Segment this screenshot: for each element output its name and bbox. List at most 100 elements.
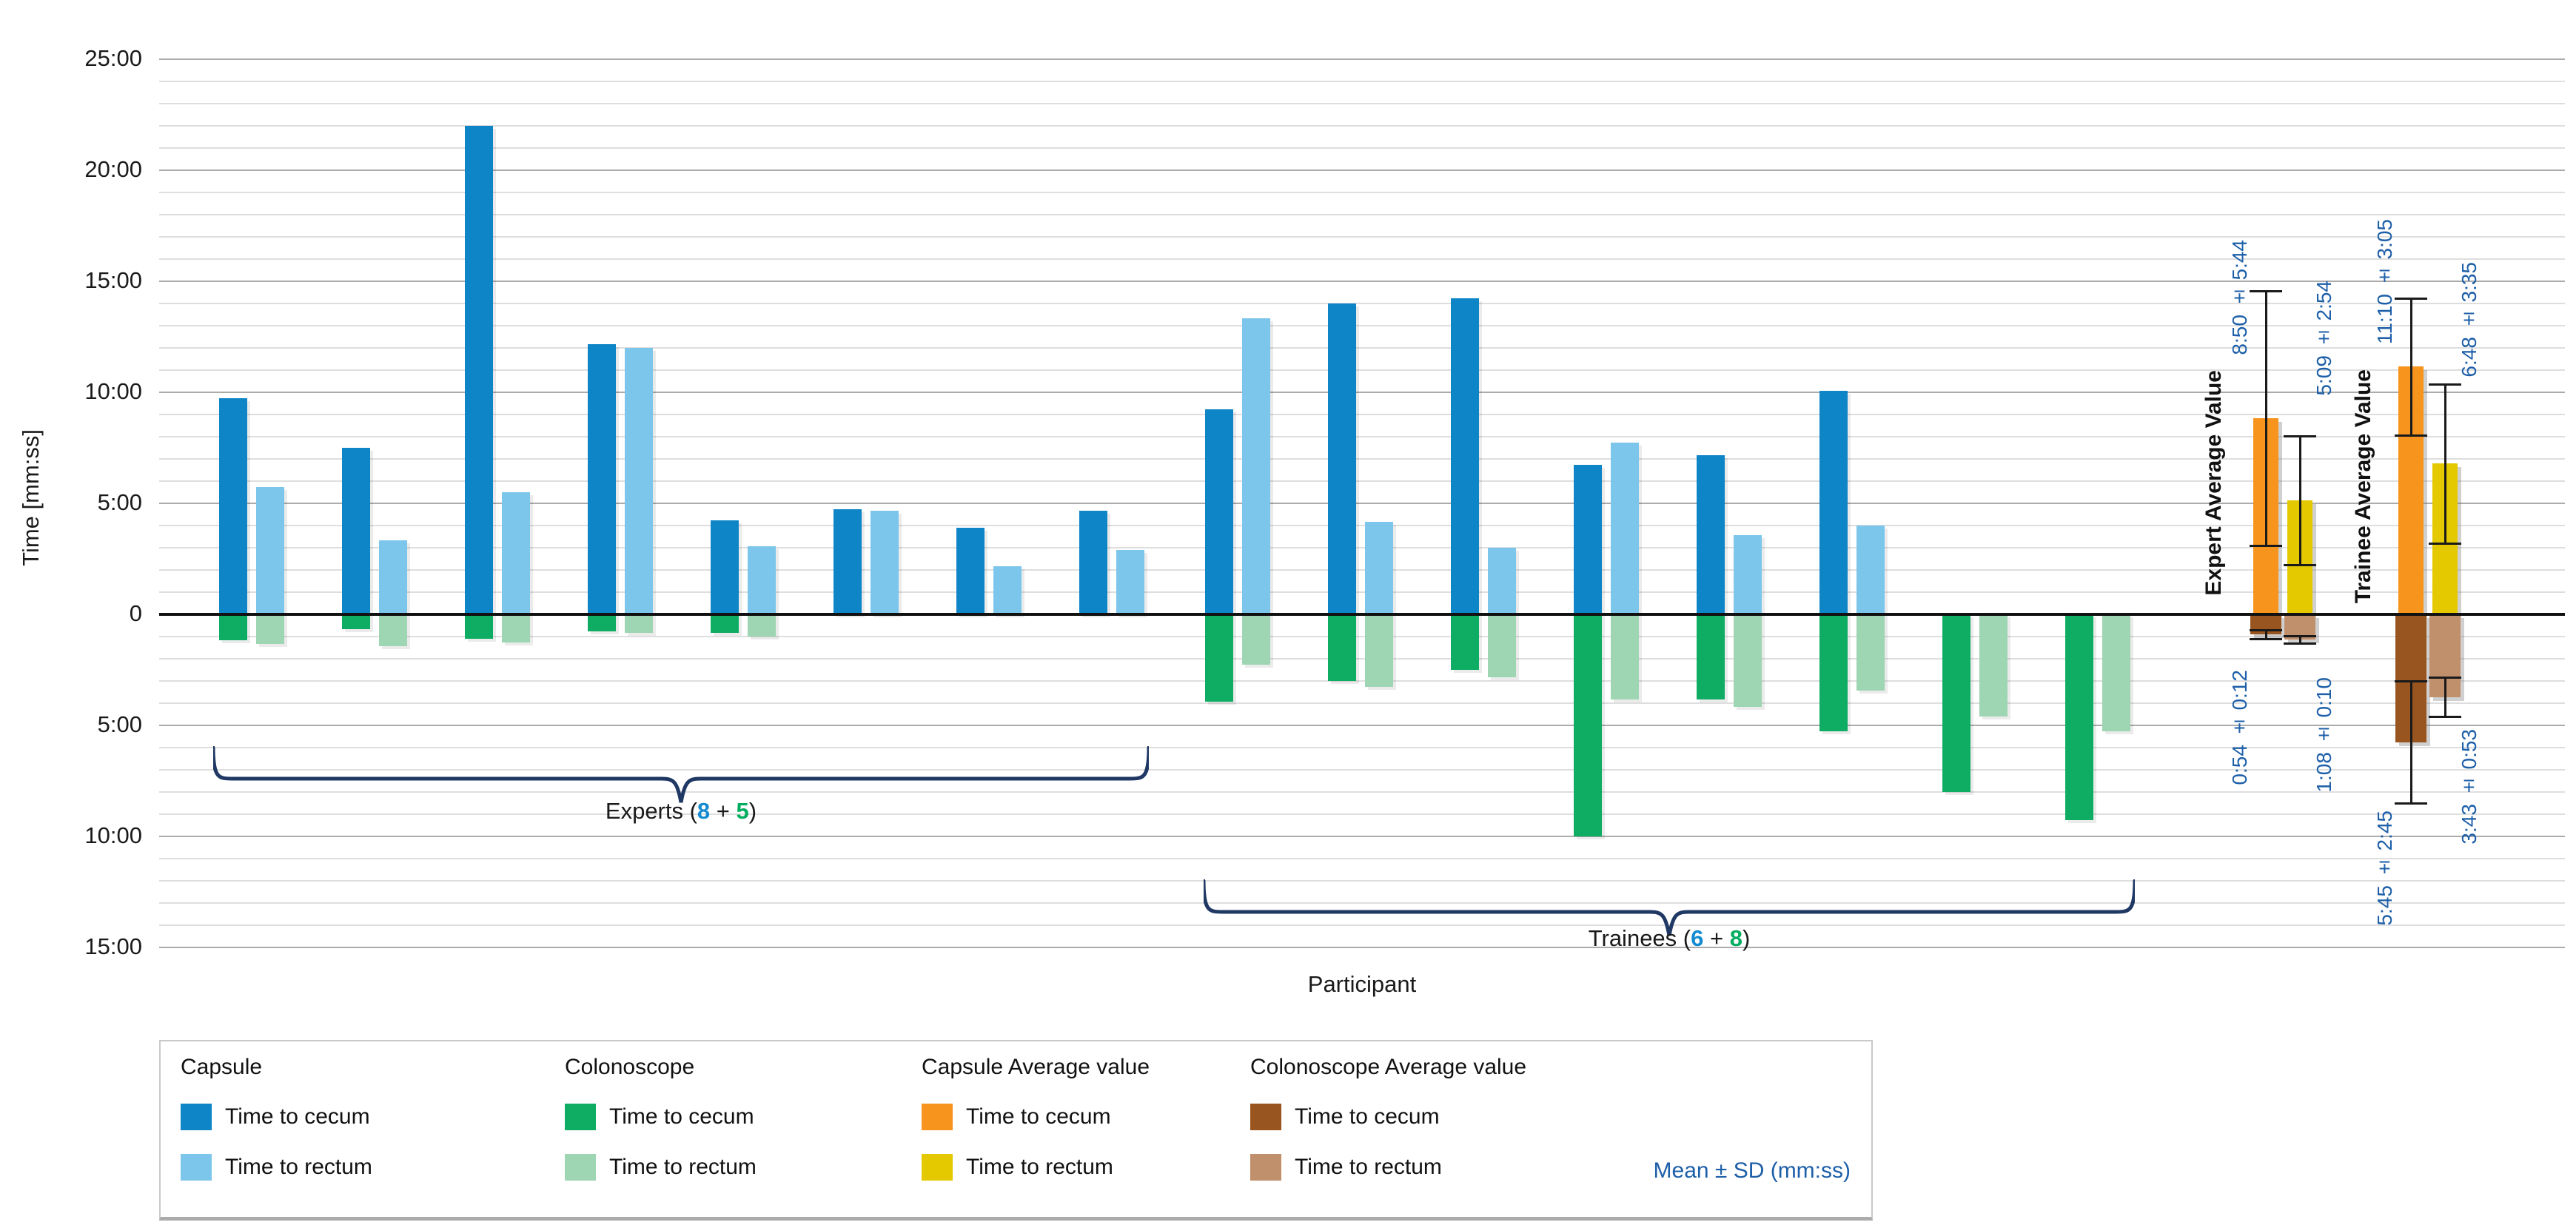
gridline-10min xyxy=(159,392,2565,393)
gridline-7min xyxy=(159,458,2565,460)
bar-capsule-rectum-trainees-3 xyxy=(1488,548,1516,614)
legend-label-colonoscope_avg_cecum: Time to cecum xyxy=(1295,1104,1440,1129)
avg-whisker-trainee-colonoscope_cecum-cap-bottom xyxy=(2395,802,2427,805)
gridline--3min xyxy=(159,680,2565,682)
bar-colonoscope-cecum-trainees-3 xyxy=(1451,614,1479,670)
avg-whisker-expert-colonoscope_cecum-cap-bottom xyxy=(2250,638,2282,640)
gridline-22min xyxy=(159,125,2565,127)
bar-colonoscope-cecum-trainees-4 xyxy=(1574,614,1602,836)
gridline-23min xyxy=(159,103,2565,104)
avg-whisker-expert-capsule_rectum-cap-bottom xyxy=(2284,563,2316,566)
avg-annotation-expert-colonoscope_cecum: 0:54 ± 0:12 xyxy=(2228,670,2251,785)
avg-whisker-expert-capsule_rectum-line xyxy=(2299,435,2301,565)
avg-annotation-trainee-capsule_rectum: 6:48 ± 3:35 xyxy=(2458,262,2481,377)
avg-whisker-trainee-capsule_cecum-line xyxy=(2410,298,2412,435)
gridline-19min xyxy=(159,192,2565,193)
bar-capsule-cecum-trainees-3 xyxy=(1451,298,1479,614)
legend-swatch-colonoscope_avg_cecum xyxy=(1250,1104,1281,1130)
avg-title-expert: Expert Average Value xyxy=(2201,370,2226,596)
bar-capsule-cecum-trainees-6 xyxy=(1819,390,1848,614)
bar-colonoscope-rectum-trainees-5 xyxy=(1734,614,1762,707)
legend-swatch-capsule_avg_cecum xyxy=(922,1104,953,1130)
bar-capsule-rectum-trainees-5 xyxy=(1734,534,1762,614)
gridline-9min xyxy=(159,414,2565,415)
gridline-16min xyxy=(159,258,2565,260)
legend-label-capsule_cecum: Time to cecum xyxy=(225,1104,370,1129)
gridline-13min xyxy=(159,325,2565,326)
bar-colonoscope-rectum-trainees-2 xyxy=(1365,614,1393,687)
y-tick-label: 0 xyxy=(129,600,142,626)
legend-note-mean-sd: Mean ± SD (mm:ss) xyxy=(1653,1158,1851,1183)
y-tick-label: 15:00 xyxy=(84,933,142,959)
bar-capsule-rectum-experts-6 xyxy=(871,511,899,614)
bar-capsule-cecum-experts-5 xyxy=(711,520,739,614)
avg-whisker-trainee-capsule_cecum-cap-top xyxy=(2395,297,2427,300)
gridline-6min xyxy=(159,480,2565,482)
gridline-3min xyxy=(159,547,2565,548)
gridline--14min xyxy=(159,924,2565,926)
bar-colonoscope-cecum-trainees-5 xyxy=(1697,614,1725,699)
bar-colonoscope-cecum-experts-4 xyxy=(588,614,616,631)
gridline-14min xyxy=(159,303,2565,304)
legend-group-title: Colonoscope Average value xyxy=(1250,1055,1527,1079)
gridline-8min xyxy=(159,436,2565,437)
x-axis-title: Participant xyxy=(1307,971,1417,997)
avg-whisker-expert-colonoscope_rectum-cap-top xyxy=(2284,635,2316,637)
gridline--10min xyxy=(159,836,2565,837)
bar-colonoscope-rectum-experts-2 xyxy=(379,614,407,646)
gridline--7min xyxy=(159,769,2565,771)
bar-capsule-rectum-experts-5 xyxy=(748,546,776,614)
bar-capsule-cecum-trainees-4 xyxy=(1574,464,1602,614)
gridline-25min xyxy=(159,58,2565,60)
legend-label-capsule_avg_rectum: Time to rectum xyxy=(966,1155,1113,1179)
avg-whisker-trainee-capsule_rectum-cap-top xyxy=(2429,383,2461,386)
avg-annotation-trainee-capsule_cecum: 11:10 ± 3:05 xyxy=(2373,218,2396,344)
y-tick-label: 15:00 xyxy=(84,267,142,293)
avg-whisker-expert-colonoscope_cecum-line xyxy=(2265,630,2267,639)
bar-colonoscope-cecum-experts-3 xyxy=(465,614,493,639)
bar-capsule-cecum-experts-8 xyxy=(1079,511,1107,614)
bar-capsule-cecum-experts-7 xyxy=(956,527,985,614)
bar-colonoscope-rectum-trainees-7 xyxy=(1979,614,2008,716)
bar-capsule-rectum-trainees-4 xyxy=(1611,442,1639,614)
legend-label-colonoscope_rectum: Time to rectum xyxy=(609,1155,757,1179)
y-tick-label: 10:00 xyxy=(84,378,142,404)
gridline-20min xyxy=(159,170,2565,171)
bar-colonoscope-cecum-experts-2 xyxy=(342,614,370,629)
y-tick-label: 5:00 xyxy=(97,711,142,737)
bar-colonoscope-cecum-experts-1 xyxy=(219,614,247,640)
legend-label-capsule_rectum: Time to rectum xyxy=(225,1155,372,1179)
bar-capsule-cecum-experts-4 xyxy=(588,344,616,614)
bar-capsule-cecum-trainees-1 xyxy=(1205,409,1233,614)
gridline-17min xyxy=(159,236,2565,238)
bar-capsule-rectum-experts-7 xyxy=(993,566,1022,614)
bar-capsule-rectum-experts-1 xyxy=(256,486,284,614)
gridline--1min xyxy=(159,636,2565,637)
avg-whisker-trainee-capsule_rectum-cap-bottom xyxy=(2429,542,2461,545)
legend-label-colonoscope_avg_rectum: Time to rectum xyxy=(1295,1155,1442,1179)
avg-whisker-expert-colonoscope_rectum-cap-bottom xyxy=(2284,642,2316,645)
gridline-1min xyxy=(159,591,2565,593)
legend-swatch-colonoscope_cecum xyxy=(565,1104,596,1130)
gridline--6min xyxy=(159,747,2565,748)
experts-group-label: Experts (8 + 5) xyxy=(605,798,757,824)
avg-annotation-trainee-colonoscope_rectum: 3:43 ± 0:53 xyxy=(2458,729,2481,845)
gridline--13min xyxy=(159,902,2565,904)
y-tick-label: 5:00 xyxy=(97,489,142,515)
bar-capsule-rectum-experts-3 xyxy=(502,492,530,614)
bar-capsule-rectum-experts-2 xyxy=(379,540,407,614)
bar-colonoscope-rectum-trainees-6 xyxy=(1856,614,1885,691)
bar-colonoscope-rectum-trainees-3 xyxy=(1488,614,1516,677)
bar-capsule-cecum-experts-1 xyxy=(219,397,247,614)
avg-whisker-expert-capsule_cecum-cap-bottom xyxy=(2250,545,2282,547)
avg-whisker-expert-capsule_cecum-cap-top xyxy=(2250,290,2282,292)
bar-capsule-rectum-trainees-6 xyxy=(1856,526,1885,614)
gridline-5min xyxy=(159,503,2565,504)
legend-group-title: Capsule Average value xyxy=(922,1055,1150,1079)
avg-whisker-expert-colonoscope_rectum-line xyxy=(2299,636,2301,643)
bar-colonoscope-cecum-trainees-2 xyxy=(1328,614,1356,681)
gridline-18min xyxy=(159,214,2565,215)
bar-colonoscope-cecum-trainees-8 xyxy=(2065,614,2093,820)
bar-colonoscope-rectum-trainees-8 xyxy=(2102,614,2130,731)
